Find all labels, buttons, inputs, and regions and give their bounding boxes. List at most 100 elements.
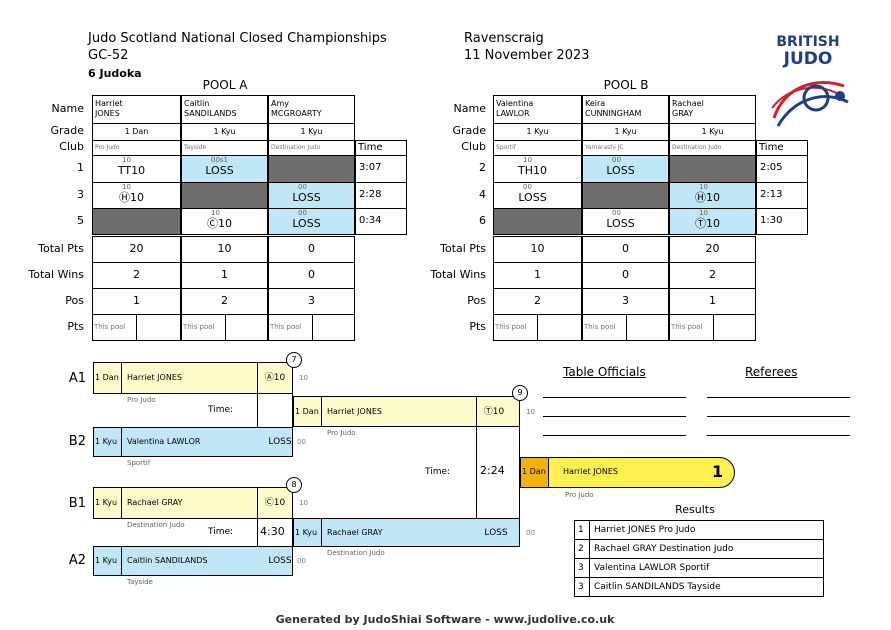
total-total-wins: 0 <box>308 268 315 281</box>
fighter-name: Harriet JONES <box>327 406 382 416</box>
grade: 1 Kyu <box>300 127 323 136</box>
name: Keira <box>585 99 606 108</box>
divider <box>257 362 258 394</box>
name-cell <box>268 95 355 124</box>
match-score: 10 <box>211 209 220 217</box>
name: LAWLOR <box>496 109 530 118</box>
title: Judo Scotland National Closed Championsh… <box>88 31 387 46</box>
fighter-club: Destination Judo <box>327 549 385 557</box>
match-result: Ⓗ10 <box>695 191 720 204</box>
club: Pro Judo <box>95 144 120 151</box>
judoka-count: 6 Judoka <box>88 67 142 80</box>
name: Amy <box>271 99 289 108</box>
fighter-box <box>93 427 293 457</box>
fighter-box <box>93 487 293 519</box>
result-text: Harriet JONES Pro Judo <box>594 525 696 535</box>
match-result: LOSS <box>292 191 321 204</box>
row-label: Total Wins <box>28 268 84 281</box>
match-result: LOSS <box>292 217 321 230</box>
match-time: 2:24 <box>480 464 505 477</box>
club: Tayside <box>184 144 207 151</box>
date: 11 November 2023 <box>464 48 590 63</box>
winner-place: 1 <box>712 462 724 481</box>
divider <box>589 577 590 597</box>
results-title: Results <box>675 503 715 516</box>
result-place: 3 <box>578 563 584 573</box>
winner-box <box>520 457 735 488</box>
fighter-result: LOSS <box>268 556 292 566</box>
total-total-wins: 2 <box>133 268 140 281</box>
match-cell <box>181 182 268 209</box>
logo-text: JUDO <box>783 49 833 69</box>
name: Caitlin <box>184 99 210 108</box>
divider <box>589 539 590 559</box>
match-score: 00 <box>298 209 307 217</box>
line <box>707 416 850 417</box>
winner-grade: 1 Dan <box>522 467 546 476</box>
fighter-score: 10 <box>299 499 308 507</box>
fighter-grade: 1 Dan <box>95 373 119 382</box>
result-text: Valentina LAWLOR Sportif <box>594 563 710 573</box>
results-row <box>574 577 824 597</box>
total-total-pts: 10 <box>530 242 545 255</box>
match-cell <box>493 155 582 183</box>
this-pool: This pool <box>183 323 215 331</box>
row-label: Total Pts <box>38 242 84 255</box>
row-label: Total Wins <box>430 268 486 281</box>
fighter-score: 00 <box>297 557 306 565</box>
match-score: 00 <box>612 209 621 217</box>
fighter-box <box>293 518 520 547</box>
match-time: 3:07 <box>359 162 382 173</box>
this-pool: This pool <box>94 323 126 331</box>
fighter-result: Ⓣ10 <box>483 406 505 417</box>
time-cell <box>756 182 808 209</box>
total-total-wins: 1 <box>534 268 541 281</box>
match-cell <box>669 182 756 209</box>
grade-box <box>293 396 322 427</box>
match-result: Ⓗ10 <box>119 191 144 204</box>
match-number: 5 <box>77 214 84 227</box>
fighter-result: Ⓐ10 <box>264 373 286 383</box>
total-cell <box>268 236 355 263</box>
match-result: Ⓒ10 <box>207 217 232 230</box>
fighter-name: Valentina LAWLOR <box>127 437 201 446</box>
fighter-grade: 1 Dan <box>295 406 319 416</box>
footer: Generated by JudoShiai Software - www.ju… <box>275 613 615 626</box>
total-total-pts: 10 <box>217 242 232 255</box>
match-score: 00 <box>612 156 621 164</box>
total-cell <box>181 236 268 263</box>
fighter-score: 10 <box>299 374 308 382</box>
officials-heading: Referees <box>745 365 798 379</box>
row-label: Pos <box>467 294 486 307</box>
club: Destination Judo <box>271 144 321 151</box>
logo-text: BRITISH <box>776 34 840 50</box>
result-place: 2 <box>578 544 584 554</box>
total-total-wins: 0 <box>622 268 629 281</box>
pts-cell <box>669 314 714 341</box>
time-header-text: Time <box>759 142 784 153</box>
row-label: Name <box>51 102 84 115</box>
grade-box <box>93 546 122 576</box>
fighter-grade: 1 Kyu <box>295 527 318 537</box>
row-label: Pos <box>65 294 84 307</box>
pts-cell <box>136 314 181 341</box>
fighter-club: Pro Judo <box>127 396 156 404</box>
name: MCGROARTY <box>271 109 322 118</box>
name-cell <box>493 95 582 124</box>
result-place: 3 <box>578 582 584 592</box>
fighter-grade: 1 Kyu <box>95 437 118 446</box>
match-number: 9 <box>512 385 528 401</box>
total-cell <box>92 236 181 263</box>
this-pool: This pool <box>495 323 527 331</box>
total-pos: 2 <box>534 294 541 307</box>
match-cell <box>268 182 355 209</box>
match-number: 6 <box>479 214 486 227</box>
match-cell <box>181 208 268 235</box>
this-pool: This pool <box>671 323 703 331</box>
slot: A1 <box>68 371 86 386</box>
grade: 1 Dan <box>124 127 149 136</box>
category: GC-52 <box>88 48 129 63</box>
club: Destination Judo <box>672 144 722 151</box>
row-label: Club <box>461 140 486 153</box>
match-cell <box>181 155 268 183</box>
